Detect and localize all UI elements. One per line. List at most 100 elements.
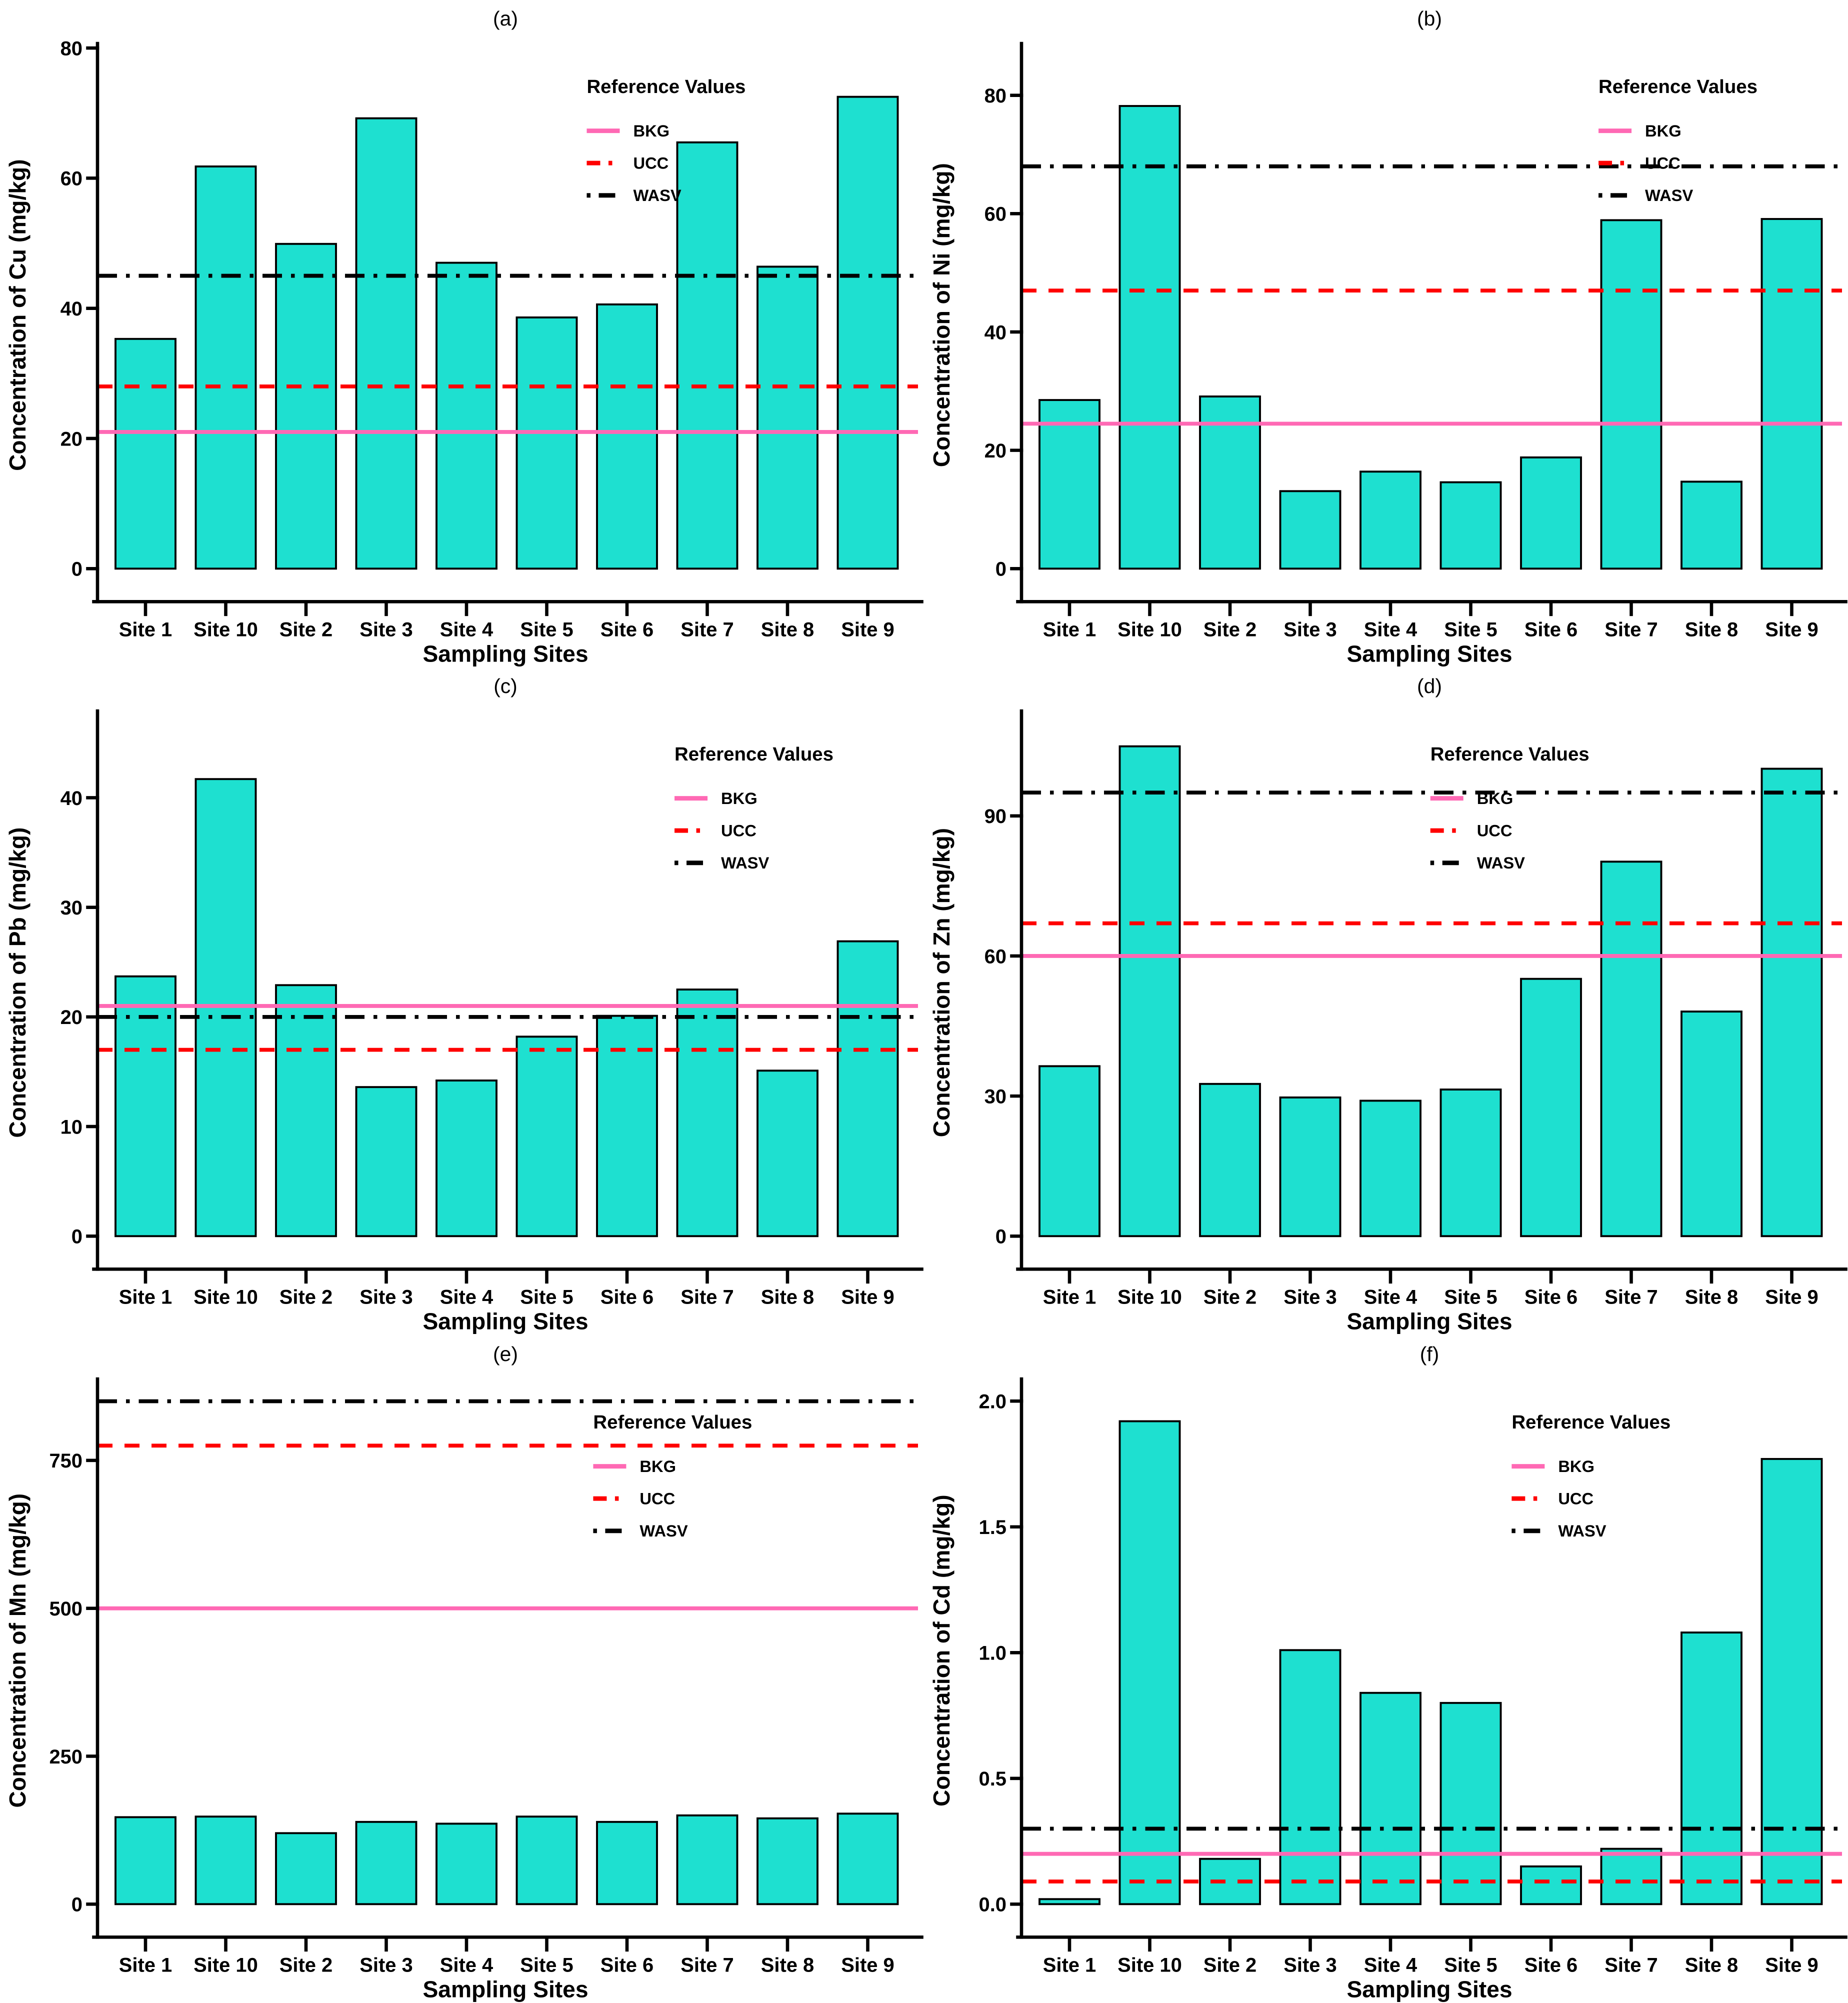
y-tick-label: 60 — [984, 204, 1006, 226]
panel-tag: (d) — [1417, 674, 1442, 698]
y-tick-label: 80 — [60, 38, 82, 60]
bar-site-8 — [756, 1070, 818, 1238]
x-tick-label: Site 5 — [1444, 1954, 1497, 1976]
y-tick-label: 0 — [996, 1226, 1006, 1248]
panel-c: Site 1 Site 10 Site 2 Site 3 Site 4 Site 5 Sit… — [0, 668, 924, 1335]
y-tick-label: 40 — [60, 788, 82, 810]
legend-title: Reference Values — [586, 76, 746, 98]
x-tick-label: Site 6 — [600, 618, 654, 640]
panel-f: Site 1 Site 10 Site 2 Site 3 Site 4 Site 5 Sit… — [924, 1336, 1848, 2003]
x-tick-label: Site 2 — [280, 618, 332, 640]
y-tick-label: 0 — [72, 558, 82, 580]
bar-site-7 — [1600, 219, 1662, 570]
y-tick-label: 20 — [60, 428, 82, 450]
x-tick-label: Site 10 — [1118, 1954, 1182, 1976]
bar-site-9 — [836, 1812, 899, 1905]
bar-site-6 — [596, 1015, 658, 1238]
x-tick-label: Site 10 — [1118, 618, 1182, 640]
panel-tag: (a) — [493, 7, 518, 30]
legend-title: Reference Values — [1598, 76, 1758, 98]
y-tick-label: 90 — [984, 806, 1006, 828]
x-tick-label: Site 10 — [194, 1954, 258, 1976]
bar-site-9 — [836, 96, 899, 570]
bar-site-6 — [596, 303, 658, 570]
chart-pb: Site 1 Site 10 Site 2 Site 3 Site 4 Site 5 Sit… — [4, 674, 924, 1334]
panel-tag: (f) — [1420, 1342, 1440, 1366]
x-tick-label: Site 5 — [1444, 1286, 1497, 1308]
x-tick-label: Site 1 — [119, 1286, 172, 1308]
x-tick-label: Site 7 — [680, 1286, 734, 1308]
bar-site-2 — [275, 1832, 337, 1905]
legend-label-bkg: BKG — [1558, 1457, 1594, 1476]
y-tick-label: 30 — [984, 1086, 1006, 1108]
x-tick-label: Site 6 — [600, 1286, 654, 1308]
bar-site-1 — [1038, 1065, 1100, 1238]
bar-site-5 — [516, 316, 578, 570]
x-axis-title: Sampling Sites — [422, 640, 588, 666]
bar-site-7 — [676, 141, 738, 570]
bar-site-4 — [436, 1080, 498, 1238]
bar-site-5 — [516, 1815, 578, 1905]
bar-site-4 — [1360, 470, 1422, 570]
y-tick-label: 250 — [49, 1746, 82, 1768]
bar-site-6 — [1520, 456, 1582, 570]
bar-site-8 — [1680, 480, 1742, 570]
x-tick-label: Site 2 — [1204, 1954, 1256, 1976]
legend-label-ucc: UCC — [1477, 822, 1512, 840]
x-tick-label: Site 8 — [761, 618, 814, 640]
bar-site-5 — [516, 1036, 578, 1238]
x-tick-label: Site 9 — [841, 1286, 894, 1308]
bar-site-1 — [114, 1816, 176, 1905]
y-tick-label: 0 — [996, 558, 1006, 580]
bar-site-2 — [275, 242, 337, 570]
y-tick-label: 10 — [60, 1116, 82, 1138]
x-tick-label: Site 3 — [1284, 1286, 1336, 1308]
x-tick-label: Site 7 — [1604, 1286, 1658, 1308]
bar-site-9 — [1760, 768, 1823, 1238]
panel-tag: (c) — [494, 674, 518, 698]
bar-site-5 — [1440, 1088, 1502, 1238]
y-tick-label: 80 — [984, 85, 1006, 107]
bar-site-5 — [1440, 1702, 1502, 1905]
x-tick-label: Site 7 — [680, 1954, 734, 1976]
y-axis-title: Concentration of Zn (mg/kg) — [928, 828, 954, 1137]
legend-label-wasv: WASV — [721, 854, 769, 872]
x-axis-title: Sampling Sites — [422, 1308, 588, 1334]
bar-site-4 — [436, 1822, 498, 1905]
x-tick-label: Site 5 — [520, 1954, 573, 1976]
x-tick-label: Site 3 — [1284, 1954, 1336, 1976]
x-axis-title: Sampling Sites — [422, 1976, 588, 2002]
legend-label-ucc: UCC — [633, 154, 668, 172]
y-tick-label: 20 — [60, 1007, 82, 1029]
x-tick-label: Site 1 — [1043, 618, 1096, 640]
x-tick-label: Site 4 — [1364, 618, 1417, 640]
x-tick-label: Site 3 — [360, 618, 412, 640]
bar-site-3 — [1279, 490, 1342, 570]
legend-label-wasv: WASV — [1645, 186, 1693, 204]
legend-title: Reference Values — [674, 744, 834, 765]
y-tick-label: 0.5 — [979, 1768, 1006, 1790]
panel-d: Site 1 Site 10 Site 2 Site 3 Site 4 Site 5 Sit… — [924, 668, 1848, 1335]
legend-label-bkg: BKG — [633, 122, 670, 140]
bar-site-10 — [194, 1815, 257, 1905]
legend-label-ucc: UCC — [721, 822, 756, 840]
x-tick-label: Site 10 — [194, 1286, 258, 1308]
bar-site-3 — [355, 1820, 418, 1905]
x-tick-label: Site 9 — [841, 1954, 894, 1976]
bar-site-6 — [1520, 1865, 1582, 1905]
bar-site-4 — [436, 262, 498, 570]
y-axis-title: Concentration of Mn (mg/kg) — [4, 1493, 30, 1808]
x-tick-label: Site 9 — [1765, 618, 1818, 640]
bar-site-9 — [836, 940, 899, 1238]
x-tick-label: Site 5 — [520, 618, 573, 640]
y-axis-title: Concentration of Cu (mg/kg) — [4, 159, 30, 471]
x-tick-label: Site 4 — [1364, 1286, 1417, 1308]
x-tick-label: Site 4 — [440, 1954, 493, 1976]
y-tick-label: 0.0 — [979, 1894, 1006, 1916]
x-tick-label: Site 4 — [440, 618, 493, 640]
chart-cu: Site 1 Site 10 Site 2 Site 3 Site 4 Site 5 Sit… — [4, 7, 924, 666]
x-tick-label: Site 4 — [1364, 1954, 1417, 1976]
legend-label-wasv: WASV — [640, 1522, 688, 1540]
y-tick-label: 40 — [984, 322, 1006, 344]
legend-label-bkg: BKG — [721, 789, 758, 808]
